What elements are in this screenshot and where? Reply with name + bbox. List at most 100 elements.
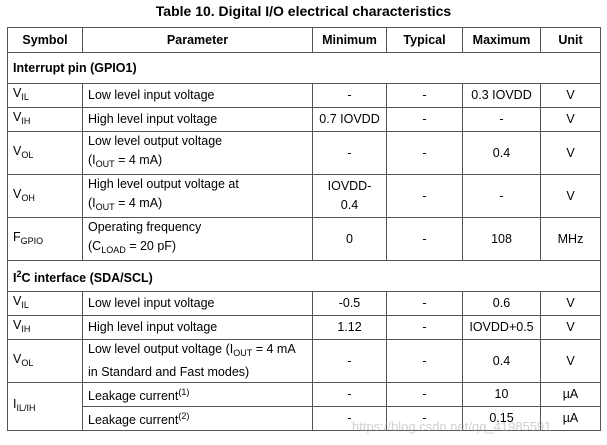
- cell: µA: [540, 382, 601, 407]
- cell: V: [540, 291, 601, 316]
- cell: -: [462, 174, 541, 218]
- cell: -: [462, 107, 541, 132]
- cell-line: Low level output voltage: [88, 132, 307, 151]
- cell: -: [386, 131, 463, 175]
- cell: VOL: [7, 131, 83, 175]
- superscript: (2): [178, 411, 190, 421]
- data-row: VIL Low level input voltage - -0.3 IOVDD V: [7, 83, 601, 108]
- cell: -: [386, 83, 463, 108]
- cell: -: [312, 83, 387, 108]
- cell: 10: [462, 382, 541, 407]
- text: = 20 pF): [125, 239, 177, 253]
- subscript: OH: [21, 192, 35, 203]
- cell: IOVDD+0.5: [462, 315, 541, 340]
- text: Operating frequency: [88, 220, 202, 234]
- subscript: IL/IH: [16, 403, 36, 413]
- cell: 0: [312, 217, 387, 261]
- text: Leakage current: [88, 413, 179, 427]
- text: V: [13, 294, 22, 308]
- cell: High level input voltage: [82, 107, 313, 132]
- cell: -: [386, 107, 463, 132]
- cell: Low level output voltage (IOUT = 4 mA in …: [82, 339, 313, 383]
- text: V: [13, 86, 22, 100]
- text: = 4 mA: [252, 342, 296, 356]
- column-header: Parameter: [82, 27, 313, 53]
- text: Leakage current: [88, 389, 179, 403]
- cell: VIL: [7, 83, 83, 108]
- data-row: VOL Low level output voltage (IOUT = 4 mA…: [7, 339, 601, 383]
- cell: µA: [540, 406, 601, 431]
- cell: IOVDD- 0.4: [312, 174, 387, 218]
- cell: MHz: [540, 217, 601, 261]
- cell: Leakage current(2): [82, 406, 313, 431]
- data-row: VIH High level input voltage 0.7 IOVDD - - V: [7, 107, 601, 132]
- cell: V: [540, 315, 601, 340]
- data-row: IIL/IH Leakage current(1) - -10 µA: [7, 382, 601, 431]
- data-row: Leakage current(2) - -0.15 µA: [8, 406, 601, 431]
- cell-line: VOL: [13, 350, 77, 373]
- cell: 0.3 IOVDD: [462, 83, 541, 108]
- table-title: Table 10. Digital I/O electrical charact…: [155, 3, 452, 19]
- cell: -: [312, 339, 387, 383]
- cell: 0.15: [462, 406, 541, 431]
- cell: Low level input voltage: [82, 83, 313, 108]
- section-title: Interrupt pin (GPIO1): [7, 52, 601, 84]
- cell-line: VIL: [13, 292, 77, 315]
- cell: VIH: [7, 107, 83, 132]
- cell: -: [386, 339, 463, 383]
- cell-line: IOVDD-: [318, 177, 381, 196]
- subscript: LOAD: [101, 245, 126, 255]
- text: Low level output voltage: [88, 134, 223, 148]
- cell: -: [386, 217, 463, 261]
- cell-line: 0.4: [318, 196, 381, 215]
- subscript: IH: [21, 324, 31, 334]
- subscript: IL: [21, 92, 29, 102]
- cell: Operating frequency (CLOAD = 20 pF): [82, 217, 313, 261]
- cell-line: VOL: [13, 142, 77, 165]
- cell: -: [386, 315, 463, 340]
- column-header: Unit: [540, 27, 601, 53]
- cell-line: FGPIO: [13, 228, 77, 251]
- cell: -: [312, 131, 387, 175]
- table-body: Interrupt pin (GPIO1) VIL Low level input …: [7, 52, 601, 431]
- data-row: VIH High level input voltage 1.12- IOVDD+0.…: [7, 315, 601, 340]
- text: IOVDD-: [327, 179, 372, 193]
- text: (I: [88, 153, 96, 167]
- section-row: Interrupt pin (GPIO1): [7, 52, 601, 84]
- watermark: https://blog.csdn.net/qq_41985591: [352, 419, 552, 434]
- section-row: I2C interface (SDA/SCL): [7, 260, 601, 292]
- cell-line: (IOUT = 4 mA): [88, 151, 307, 174]
- cell-line: in Standard and Fast modes): [88, 363, 307, 382]
- cell-line: Operating frequency: [88, 218, 307, 237]
- text: V: [13, 143, 22, 158]
- cell: VOL: [7, 339, 83, 383]
- subscript: OL: [21, 149, 34, 160]
- table: Symbol Parameter Minimum Typical Maximum Unit…: [7, 27, 601, 431]
- cell: VOH: [7, 174, 83, 218]
- text: = 4 mA): [114, 153, 163, 167]
- cell: Leakage current(1): [82, 382, 313, 407]
- column-header: Maximum: [462, 27, 541, 53]
- cell: 0.4: [462, 339, 541, 383]
- superscript: 2: [16, 268, 22, 279]
- text: Interrupt pin (GPIO1): [13, 60, 137, 75]
- data-row: VIL Low level input voltage -0.5-0.6 V: [7, 291, 601, 316]
- cell: -: [312, 382, 387, 407]
- subscript: GPIO: [20, 235, 44, 246]
- text: 0.4: [340, 198, 359, 212]
- cell: -0.5: [312, 291, 387, 316]
- text: I: [13, 270, 17, 285]
- column-header: Typical: [386, 27, 463, 53]
- text: V: [13, 186, 22, 201]
- cell: -: [386, 291, 463, 316]
- cell-line: High level output voltage at: [88, 175, 307, 194]
- cell: V: [540, 131, 601, 175]
- text: C interface (SDA/SCL): [21, 270, 153, 285]
- cell-line: IIL/IH: [13, 395, 77, 418]
- data-row: FGPIO Operating frequency (CLOAD = 20 pF) 0…: [7, 217, 601, 261]
- subscript: IH: [21, 116, 31, 126]
- cell-line: (IOUT = 4 mA): [88, 194, 307, 217]
- subscript: OUT: [233, 348, 253, 358]
- text: (I: [88, 196, 96, 210]
